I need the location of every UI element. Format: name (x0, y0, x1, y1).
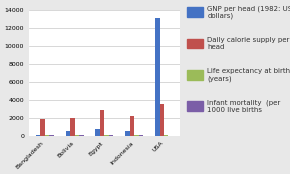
Bar (109, 135, 113, 136)
Bar (36, 135, 40, 136)
Bar (40, 119, 45, 136)
Bar (79, 135, 84, 136)
Bar (139, 135, 143, 136)
Bar (45, 135, 49, 136)
Bar (125, 131, 130, 136)
Bar (160, 104, 164, 136)
Bar (70, 118, 75, 136)
Text: Life expectancy at birth
(years): Life expectancy at birth (years) (207, 68, 290, 82)
Bar (100, 110, 104, 136)
Text: GNP per head (1982: US
dollars): GNP per head (1982: US dollars) (207, 5, 290, 19)
Bar (104, 135, 109, 136)
Bar (130, 116, 134, 136)
Bar (66, 131, 70, 136)
Bar (155, 18, 160, 136)
Text: Infant mortality  (per
1000 live births: Infant mortality (per 1000 live births (207, 99, 281, 113)
Bar (134, 135, 139, 136)
Text: Daily calorie supply per
head: Daily calorie supply per head (207, 37, 290, 50)
Bar (164, 135, 168, 136)
Bar (75, 135, 79, 136)
Bar (95, 129, 100, 136)
Bar (49, 135, 54, 136)
